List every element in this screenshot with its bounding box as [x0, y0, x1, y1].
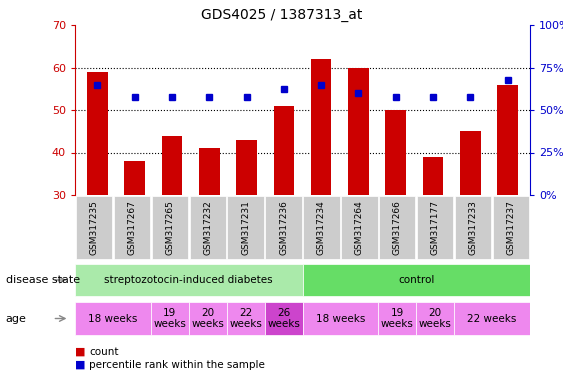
Text: GSM317233: GSM317233	[468, 200, 477, 255]
Text: GSM317232: GSM317232	[203, 200, 212, 255]
Text: GSM317265: GSM317265	[166, 200, 175, 255]
Bar	[460, 131, 481, 195]
Text: 18 weeks: 18 weeks	[316, 313, 365, 323]
Bar	[454, 302, 530, 335]
Bar	[87, 72, 108, 195]
Bar	[162, 136, 182, 195]
Text: count: count	[89, 347, 119, 357]
Bar	[493, 196, 529, 259]
Bar	[227, 302, 265, 335]
Bar	[302, 302, 378, 335]
Text: 18 weeks: 18 weeks	[88, 313, 137, 323]
Text: GSM317267: GSM317267	[127, 200, 136, 255]
Bar	[348, 68, 369, 195]
Bar	[199, 148, 220, 195]
Bar	[190, 196, 226, 259]
Text: disease state: disease state	[6, 275, 80, 285]
Text: 26
weeks: 26 weeks	[267, 308, 300, 329]
Text: GSM317266: GSM317266	[393, 200, 402, 255]
Text: 20
weeks: 20 weeks	[191, 308, 224, 329]
Bar	[151, 196, 188, 259]
Text: GSM317235: GSM317235	[90, 200, 99, 255]
Bar	[151, 302, 189, 335]
Text: GSM317177: GSM317177	[431, 200, 440, 255]
Text: 20
weeks: 20 weeks	[419, 308, 452, 329]
Bar	[311, 59, 332, 195]
Bar	[378, 302, 416, 335]
Bar	[265, 302, 302, 335]
Text: GSM317237: GSM317237	[507, 200, 516, 255]
Bar	[455, 196, 491, 259]
Bar	[303, 196, 339, 259]
Text: 19
weeks: 19 weeks	[153, 308, 186, 329]
Text: GSM317231: GSM317231	[241, 200, 250, 255]
Bar	[417, 196, 453, 259]
Bar	[341, 196, 378, 259]
Bar	[114, 196, 150, 259]
Bar	[265, 196, 302, 259]
Bar	[416, 302, 454, 335]
Text: streptozotocin-induced diabetes: streptozotocin-induced diabetes	[105, 275, 273, 285]
Text: 22
weeks: 22 weeks	[229, 308, 262, 329]
Bar	[75, 264, 302, 296]
Text: ■: ■	[75, 360, 86, 370]
Bar	[76, 196, 112, 259]
Text: ■: ■	[75, 347, 86, 357]
Text: 19
weeks: 19 weeks	[381, 308, 414, 329]
Bar	[75, 302, 151, 335]
Bar	[236, 140, 257, 195]
Text: GSM317236: GSM317236	[279, 200, 288, 255]
Bar	[227, 196, 264, 259]
Text: 22 weeks: 22 weeks	[467, 313, 517, 323]
Text: percentile rank within the sample: percentile rank within the sample	[89, 360, 265, 370]
Text: control: control	[398, 275, 435, 285]
Bar	[386, 110, 406, 195]
Text: GDS4025 / 1387313_at: GDS4025 / 1387313_at	[201, 8, 362, 22]
Bar	[124, 161, 145, 195]
Bar	[189, 302, 227, 335]
Text: GSM317264: GSM317264	[355, 200, 364, 255]
Bar	[302, 264, 530, 296]
Text: age: age	[6, 313, 26, 323]
Bar	[379, 196, 415, 259]
Bar	[497, 84, 518, 195]
Text: GSM317234: GSM317234	[317, 200, 326, 255]
Bar	[274, 106, 294, 195]
Bar	[423, 157, 443, 195]
